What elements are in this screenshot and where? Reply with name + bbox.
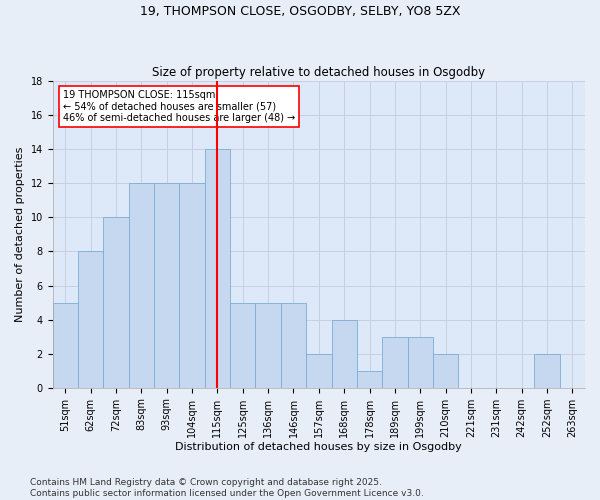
Bar	[256, 302, 281, 388]
Bar	[205, 149, 230, 388]
Title: Size of property relative to detached houses in Osgodby: Size of property relative to detached ho…	[152, 66, 485, 78]
Bar	[433, 354, 458, 388]
Bar	[230, 302, 256, 388]
Bar	[179, 184, 205, 388]
Bar	[357, 370, 382, 388]
Bar	[154, 184, 179, 388]
Bar	[306, 354, 332, 388]
Text: 19 THOMPSON CLOSE: 115sqm
← 54% of detached houses are smaller (57)
46% of semi-: 19 THOMPSON CLOSE: 115sqm ← 54% of detac…	[63, 90, 296, 124]
Y-axis label: Number of detached properties: Number of detached properties	[15, 146, 25, 322]
Bar	[535, 354, 560, 388]
Bar	[281, 302, 306, 388]
Bar	[382, 336, 407, 388]
Bar	[103, 218, 129, 388]
Bar	[407, 336, 433, 388]
Bar	[78, 252, 103, 388]
Bar	[53, 302, 78, 388]
Text: Contains HM Land Registry data © Crown copyright and database right 2025.
Contai: Contains HM Land Registry data © Crown c…	[30, 478, 424, 498]
Text: 19, THOMPSON CLOSE, OSGODBY, SELBY, YO8 5ZX: 19, THOMPSON CLOSE, OSGODBY, SELBY, YO8 …	[140, 5, 460, 18]
Bar	[129, 184, 154, 388]
X-axis label: Distribution of detached houses by size in Osgodby: Distribution of detached houses by size …	[175, 442, 462, 452]
Bar	[332, 320, 357, 388]
